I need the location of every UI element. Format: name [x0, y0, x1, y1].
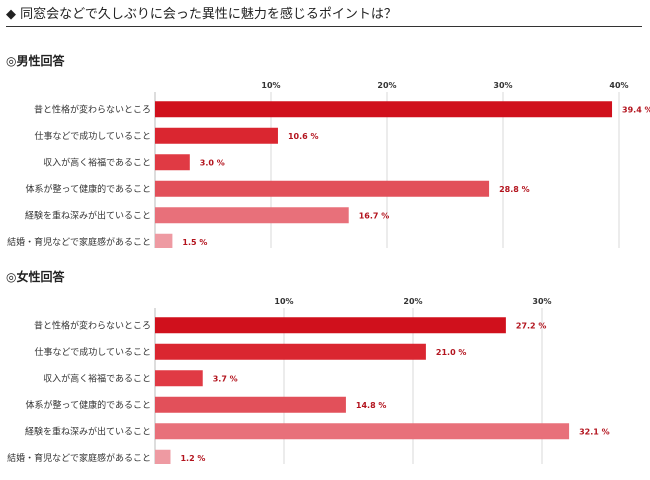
male-tick-label: 40%: [609, 81, 628, 90]
male-bar: [155, 207, 349, 224]
female-category-label: 収入が高く裕福であること: [43, 372, 151, 384]
female-tick-label: 10%: [274, 297, 293, 306]
female-category-label: 仕事などで成功していること: [34, 346, 151, 358]
female-value-label: 27.2 %: [516, 321, 547, 330]
male-category-label: 経験を重ね深みが出ていること: [25, 209, 151, 221]
female-value-label: 1.2 %: [180, 454, 205, 463]
page-title: ◆ 同窓会などで久しぶりに会った異性に魅力を感じるポイントは？: [6, 6, 642, 27]
male-bar: [155, 180, 490, 197]
female-tick-label: 20%: [403, 297, 422, 306]
male-value-label: 39.4 %: [622, 105, 650, 114]
male-bar: [155, 127, 278, 144]
female-bar: [155, 449, 171, 464]
female-category-label: 昔と性格が変わらないところ: [34, 319, 151, 331]
female-value-label: 14.8 %: [356, 401, 387, 410]
male-chart-title: ◎男性回答: [6, 54, 65, 68]
female-value-label: 32.1 %: [579, 427, 610, 436]
male-tick-label: 10%: [261, 81, 280, 90]
female-value-label: 21.0 %: [436, 348, 467, 357]
female-bar: [155, 370, 203, 387]
female-category-label: 経験を重ね深みが出ていること: [25, 425, 151, 437]
male-tick-label: 20%: [377, 81, 396, 90]
female-bar: [155, 423, 570, 440]
male-category-label: 収入が高く裕福であること: [43, 156, 151, 168]
female-value-label: 3.7 %: [213, 374, 238, 383]
female-bar: [155, 396, 346, 413]
male-category-label: 結婚・育児などで家庭感があること: [7, 236, 151, 248]
female-chart-title: ◎女性回答: [6, 270, 65, 284]
male-bar: [155, 233, 173, 248]
male-category-label: 昔と性格が変わらないところ: [34, 103, 151, 115]
male-tick-label: 30%: [493, 81, 512, 90]
male-bar: [155, 101, 613, 118]
male-category-label: 仕事などで成功していること: [34, 130, 151, 142]
male-bar: [155, 154, 190, 171]
female-bar: [155, 317, 506, 334]
female-category-label: 結婚・育児などで家庭感があること: [7, 452, 151, 464]
female-bar-chart: 10% 20% 30% 昔と性格が変わらないところ 27.2 % 仕事などで成功しているこ…: [7, 297, 610, 464]
female-tick-label: 30%: [532, 297, 551, 306]
male-category-label: 体系が整って健康的であること: [26, 183, 151, 195]
male-value-label: 3.0 %: [200, 158, 225, 167]
male-value-label: 28.8 %: [499, 185, 530, 194]
female-category-label: 体系が整って健康的であること: [26, 399, 151, 411]
male-value-label: 16.7 %: [359, 211, 390, 220]
male-value-label: 1.5 %: [182, 238, 207, 247]
male-bar-chart: 10% 20% 30% 40% 昔と性格が変わらないところ 39.4 % 仕事などで成功して…: [7, 81, 650, 248]
female-bar: [155, 343, 426, 360]
male-value-label: 10.6 %: [288, 132, 319, 141]
